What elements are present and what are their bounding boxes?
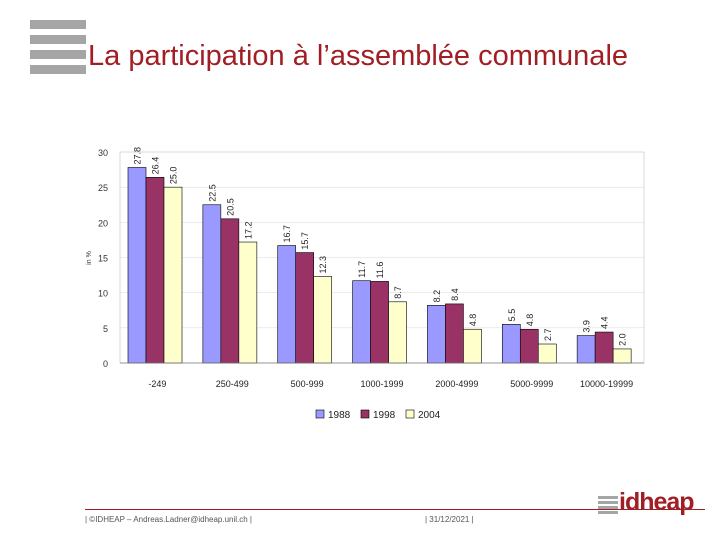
bar-1998-500-999: [295, 252, 315, 364]
slide-logo-bars: [30, 20, 86, 76]
bar-1998-5000-9999: [519, 328, 539, 364]
data-label: 4.4: [600, 317, 610, 330]
bar-1988-5000-9999: [501, 324, 521, 364]
x-tick-label: 2000-4999: [435, 379, 478, 389]
x-tick-label: 250-499: [216, 379, 249, 389]
legend-label: 1988: [328, 410, 351, 421]
y-tick-label: 15: [98, 254, 108, 264]
footer-divider: [85, 509, 705, 510]
legend-swatch-1988: [315, 409, 325, 419]
bar-1998--249: [145, 177, 165, 364]
data-label: 2.7: [543, 328, 553, 341]
data-label: 22.5: [207, 184, 217, 202]
data-label: 20.5: [225, 198, 235, 216]
x-tick-label: 5000-9999: [510, 379, 553, 389]
data-label: 2.0: [618, 333, 628, 346]
idheap-logo: idheap: [598, 488, 695, 520]
data-label: 3.9: [582, 320, 592, 333]
bar-1988-10000-19999: [576, 335, 596, 364]
y-tick-label: 0: [103, 359, 108, 369]
legend-swatch-1998: [360, 409, 370, 419]
data-label: 8.2: [432, 290, 442, 303]
y-axis-label: in %: [86, 251, 93, 265]
bar-1998-10000-19999: [594, 331, 614, 364]
data-label: 17.2: [243, 221, 253, 239]
bar-2004-1000-1999: [388, 301, 407, 364]
slide-title: La participation à l’assemblée communale: [88, 40, 629, 72]
idheap-logo-mark: [598, 496, 618, 514]
x-tick-label: 500-999: [291, 379, 324, 389]
data-label: 5.5: [507, 309, 517, 322]
data-label: 27.8: [133, 147, 143, 165]
bar-2004-250-499: [238, 241, 258, 364]
data-label: 8.7: [393, 286, 403, 299]
legend-swatch-2004: [405, 409, 415, 419]
data-label: 4.8: [468, 314, 478, 327]
bar-1988-2000-4999: [427, 305, 446, 364]
x-tick-label: 10000-19999: [580, 379, 633, 389]
data-label: 25.0: [169, 167, 179, 185]
bar-2004-5000-9999: [537, 343, 557, 364]
bar-1998-250-499: [220, 218, 240, 364]
chart-legend: 1988 1998 2004: [315, 409, 441, 421]
footer-date: | 31/12/2021 |: [425, 515, 474, 524]
data-label: 12.3: [318, 256, 328, 274]
bar-1988-500-999: [277, 245, 297, 364]
data-label: 26.4: [151, 157, 161, 175]
data-label: 16.7: [282, 225, 292, 243]
data-label: 11.6: [375, 262, 385, 279]
data-label: 4.8: [525, 314, 535, 327]
data-label: 8.4: [450, 288, 460, 301]
bar-1988-1000-1999: [352, 280, 371, 364]
bar-2004-2000-4999: [463, 328, 482, 364]
y-tick-label: 20: [98, 218, 108, 228]
bar-1998-1000-1999: [370, 281, 389, 364]
bar-1988-250-499: [202, 204, 222, 364]
x-tick-label: -249: [148, 379, 166, 389]
bar-2004--249: [163, 186, 183, 364]
x-tick-label: 1000-1999: [360, 379, 403, 389]
y-tick-label: 5: [103, 324, 108, 334]
y-tick-label: 10: [98, 289, 108, 299]
data-label: 11.7: [357, 261, 367, 278]
bar-1998-2000-4999: [445, 303, 464, 364]
bar-1988--249: [127, 167, 147, 364]
y-tick-label: 25: [98, 183, 108, 193]
bar-2004-10000-19999: [612, 348, 632, 364]
bar-2004-500-999: [313, 276, 333, 364]
footer-credit: | ©IDHEAP – Andreas.Ladner@idheap.unil.c…: [85, 515, 253, 524]
y-tick-label: 30: [98, 148, 108, 158]
data-label: 15.7: [300, 232, 310, 250]
legend-label: 2004: [418, 410, 441, 421]
idheap-logo-text: idheap: [619, 488, 695, 516]
legend-label: 1998: [373, 410, 396, 421]
